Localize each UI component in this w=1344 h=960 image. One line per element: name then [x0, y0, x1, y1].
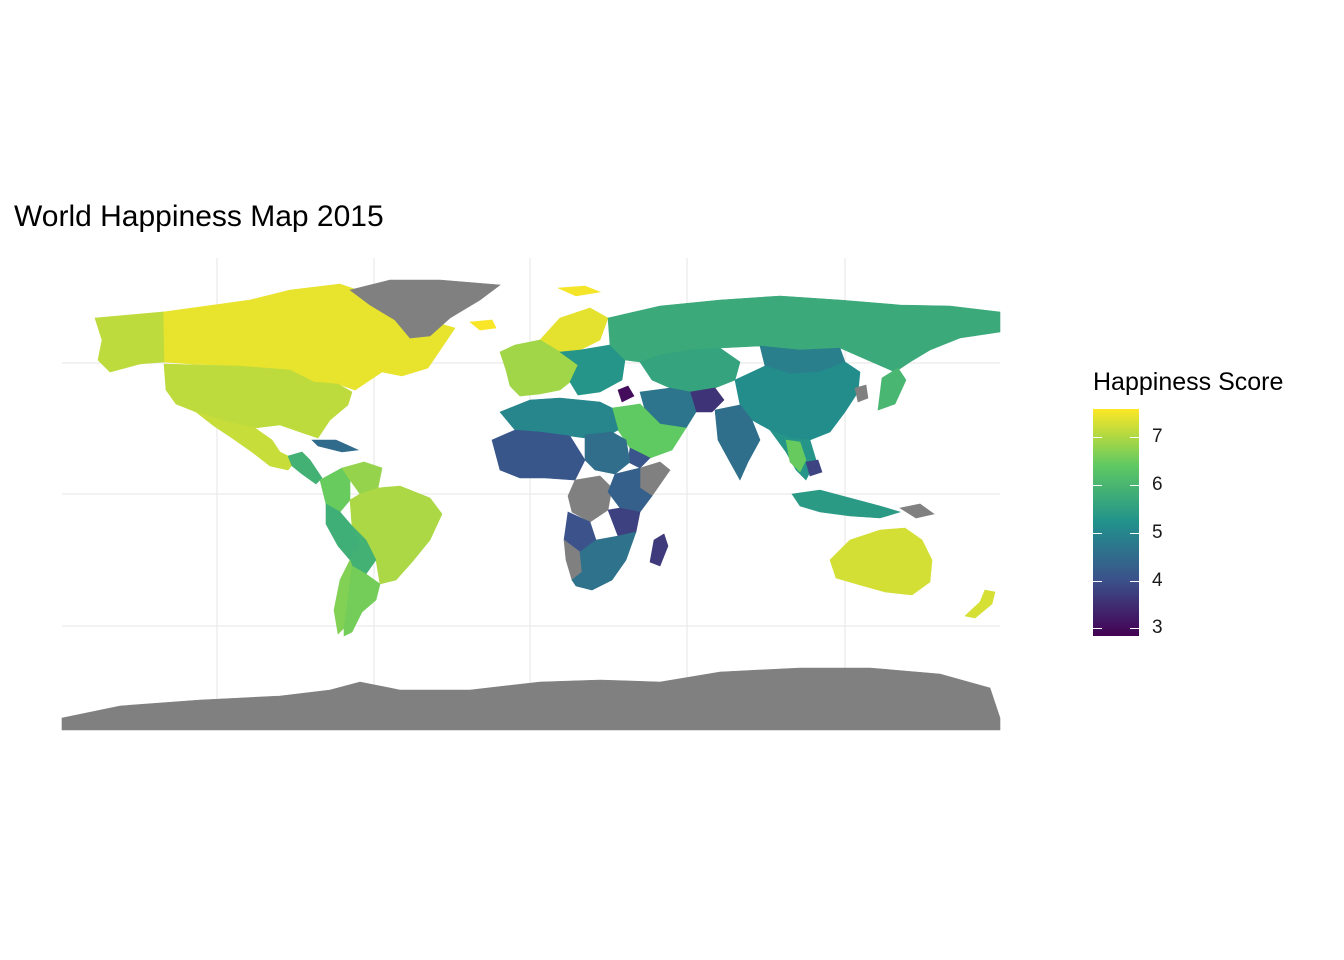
legend-tick-mark: [1130, 628, 1139, 630]
region-antarctica: [61, 667, 1001, 731]
region-australia: [829, 527, 933, 596]
region-new-zealand: [964, 589, 996, 619]
country-regions: [61, 279, 1001, 731]
legend-tick-mark: [1093, 484, 1102, 486]
legend-tick-mark: [1093, 437, 1102, 439]
region-india: [714, 404, 761, 481]
region-central-america: [287, 451, 323, 485]
region-syria: [617, 385, 635, 403]
legend-tick-mark: [1130, 437, 1139, 439]
legend-tick-mark: [1130, 580, 1139, 582]
legend-tick-label: 7: [1152, 426, 1163, 448]
legend-title: Happiness Score: [1093, 368, 1284, 396]
region-madagascar: [649, 533, 669, 567]
region-saudi-arabia-arabian-peninsula: [611, 403, 687, 459]
legend-tick-mark: [1093, 532, 1102, 534]
legend-tick-mark: [1130, 484, 1139, 486]
region-iceland: [469, 319, 497, 331]
region-svalbard: [557, 285, 602, 297]
region-west-africa: [491, 429, 586, 481]
legend-tick-label: 4: [1152, 569, 1163, 591]
region-alaska-united-states: [94, 311, 165, 373]
region-argentina: [343, 565, 381, 637]
region-china: [734, 361, 861, 441]
region-tanzania: [607, 507, 641, 537]
legend-tick-mark: [1093, 580, 1102, 582]
region-east-africa: [607, 467, 653, 513]
legend-colorbar: [1093, 409, 1139, 636]
region-japan: [877, 367, 907, 411]
region-southern-africa: [571, 531, 637, 591]
region-cuba-caribbean: [311, 439, 360, 453]
region-greenland: [349, 279, 501, 339]
legend-tick-mark: [1130, 532, 1139, 534]
region-scandinavia: [539, 307, 609, 353]
legend-tick-mark: [1093, 628, 1102, 630]
region-indonesia: [791, 489, 902, 519]
region-thailand: [785, 439, 807, 473]
region-sudan: [584, 431, 631, 475]
legend-tick-label: 3: [1152, 617, 1163, 639]
region-eastern-europe: [559, 344, 626, 396]
region-dr-congo: [567, 475, 613, 523]
region-papua-new-guinea: [899, 503, 935, 519]
legend-tick-label: 5: [1152, 521, 1163, 543]
region-western-europe: [499, 339, 579, 397]
region-north-korea: [854, 384, 869, 403]
region-united-states: [163, 363, 353, 439]
legend-tick-label: 6: [1152, 473, 1163, 495]
region-cambodia: [805, 459, 823, 477]
region-colombia: [319, 467, 351, 513]
chart-title: World Happiness Map 2015: [14, 200, 384, 233]
